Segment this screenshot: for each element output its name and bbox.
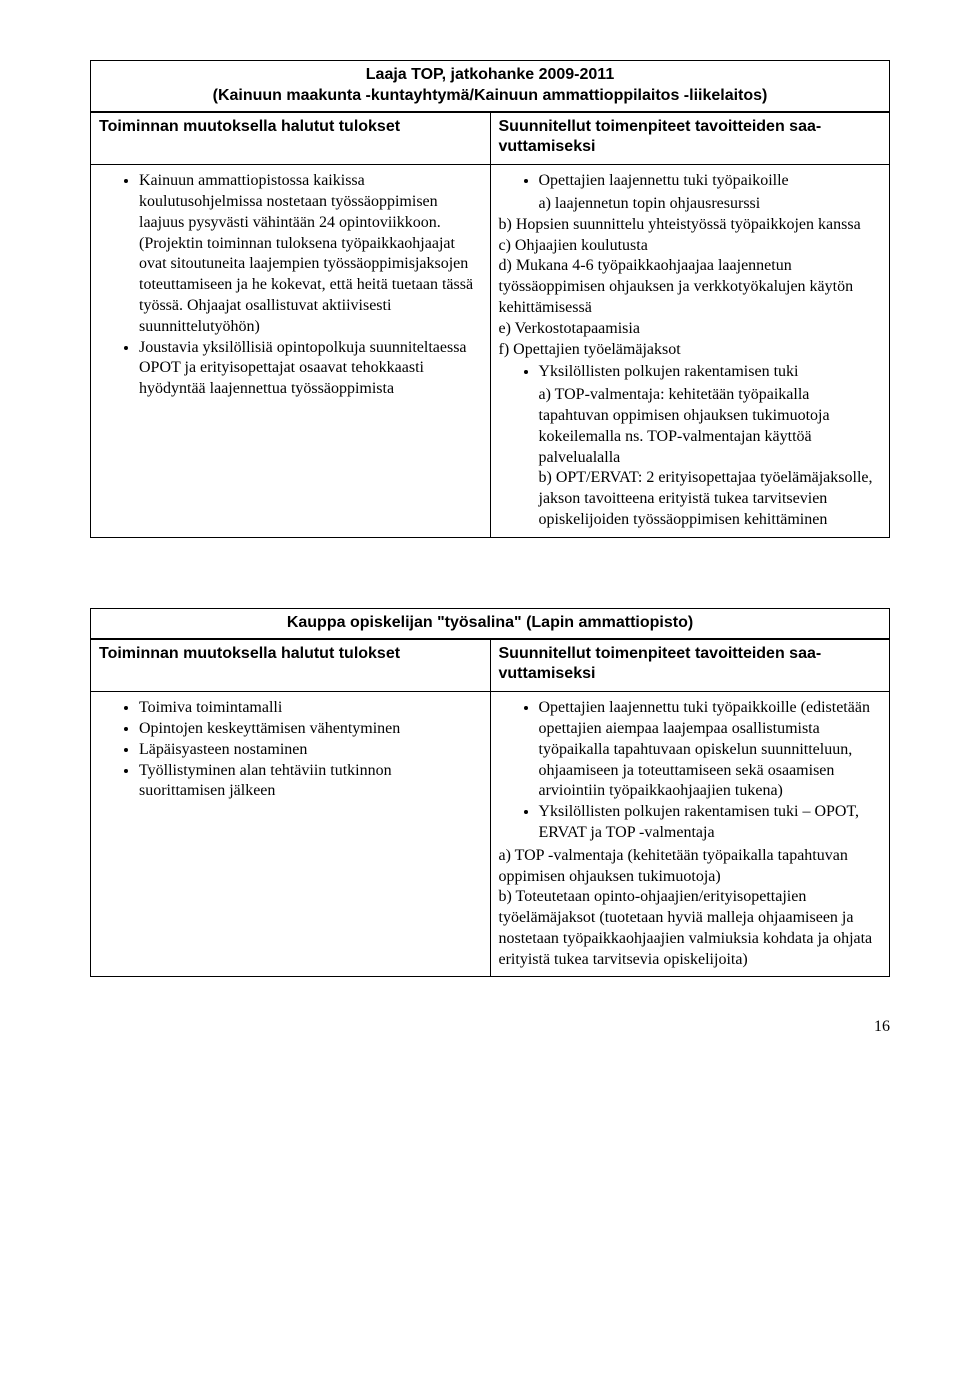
table1-right-cell: Opettajien laajennettu tuki työpaikoille…	[490, 165, 890, 538]
table1-right-s2b: b) OPT/ERVAT: 2 erityisopettajaa työeläm…	[499, 468, 882, 530]
table1-title-line1: Laaja TOP, jatkohanke 2009-2011	[366, 66, 614, 83]
table1-header-left: Toiminnan muutoksella halutut tulokset	[91, 112, 491, 165]
table2-left-b4: Työllistyminen alan tehtäviin tutkinnon …	[139, 761, 482, 803]
table2-left-b1: Toimiva toimintamalli	[139, 698, 482, 719]
table1-right-s2a: a) TOP-valmentaja: kehitetään työpaikall…	[499, 385, 882, 468]
table1: Toiminnan muutoksella halutut tulokset S…	[90, 112, 890, 538]
table1-header-right-text2: vuttamiseksi	[499, 138, 596, 155]
table2-header-left-text: Toiminnan muutoksella halutut tulokset	[99, 645, 400, 662]
table2-header-right-text1: Suunnitellut toimenpiteet tavoitteiden s…	[499, 645, 822, 662]
table2-header-right-text2: vuttamiseksi	[499, 665, 596, 682]
table2-right-b2: Yksilöllisten polkujen rakentamisen tuki…	[539, 802, 882, 844]
table1-title-line2: (Kainuun maakunta -kuntayhtymä/Kainuun a…	[213, 87, 768, 104]
table1-right-b2: Yksilöllisten polkujen rakentamisen tuki	[539, 362, 882, 383]
table1-header-right: Suunnitellut toimenpiteet tavoitteiden s…	[490, 112, 890, 165]
table1-right-lb: b) Hopsien suunnittelu yhteistyössä työp…	[499, 215, 882, 236]
table1-right-le: e) Verkostotapaamisia	[499, 319, 882, 340]
table2-right-la: a) TOP -valmentaja (kehitetään työpaikal…	[499, 846, 882, 888]
table2: Toiminnan muutoksella halutut tulokset S…	[90, 639, 890, 978]
table1-right-a1: a) laajennetun topin ohjausresurssi	[499, 194, 882, 215]
table1-right-ld: d) Mukana 4-6 työpaikkaohjaajaa laajenne…	[499, 256, 882, 318]
table2-header-right: Suunnitellut toimenpiteet tavoitteiden s…	[490, 639, 890, 692]
table2-left-b3: Läpäisyasteen nostaminen	[139, 740, 482, 761]
table2-header-left: Toiminnan muutoksella halutut tulokset	[91, 639, 491, 692]
table1-left-cell: Kainuun ammattiopistossa kaikissa koulut…	[91, 165, 491, 538]
page-number: 16	[90, 1017, 890, 1038]
table1-header-left-text: Toiminnan muutoksella halutut tulokset	[99, 118, 400, 135]
table1-header-right-text1: Suunnitellut toimenpiteet tavoitteiden s…	[499, 118, 822, 135]
table2-left-cell: Toimiva toimintamalli Opintojen keskeytt…	[91, 692, 491, 977]
table2-title: Kauppa opiskelijan "työsalina" (Lapin am…	[90, 608, 890, 639]
table1-right-b1: Opettajien laajennettu tuki työpaikoille	[539, 171, 882, 192]
table1-right-lc: c) Ohjaajien koulutusta	[499, 236, 882, 257]
table1-title: Laaja TOP, jatkohanke 2009-2011 (Kainuun…	[90, 60, 890, 112]
table2-right-b1: Opettajien laajennettu tuki työpaikkoill…	[539, 698, 882, 802]
table2-right-lb: b) Toteutetaan opinto-ohjaajien/erityiso…	[499, 887, 882, 970]
table2-right-cell: Opettajien laajennettu tuki työpaikkoill…	[490, 692, 890, 977]
table1-left-b2: Joustavia yksilöllisiä opintopolkuja suu…	[139, 338, 482, 400]
table1-left-b1: Kainuun ammattiopistossa kaikissa koulut…	[139, 171, 482, 337]
table1-right-lf: f) Opettajien työelämäjaksot	[499, 340, 882, 361]
table2-left-b2: Opintojen keskeyttämisen vähentyminen	[139, 719, 482, 740]
